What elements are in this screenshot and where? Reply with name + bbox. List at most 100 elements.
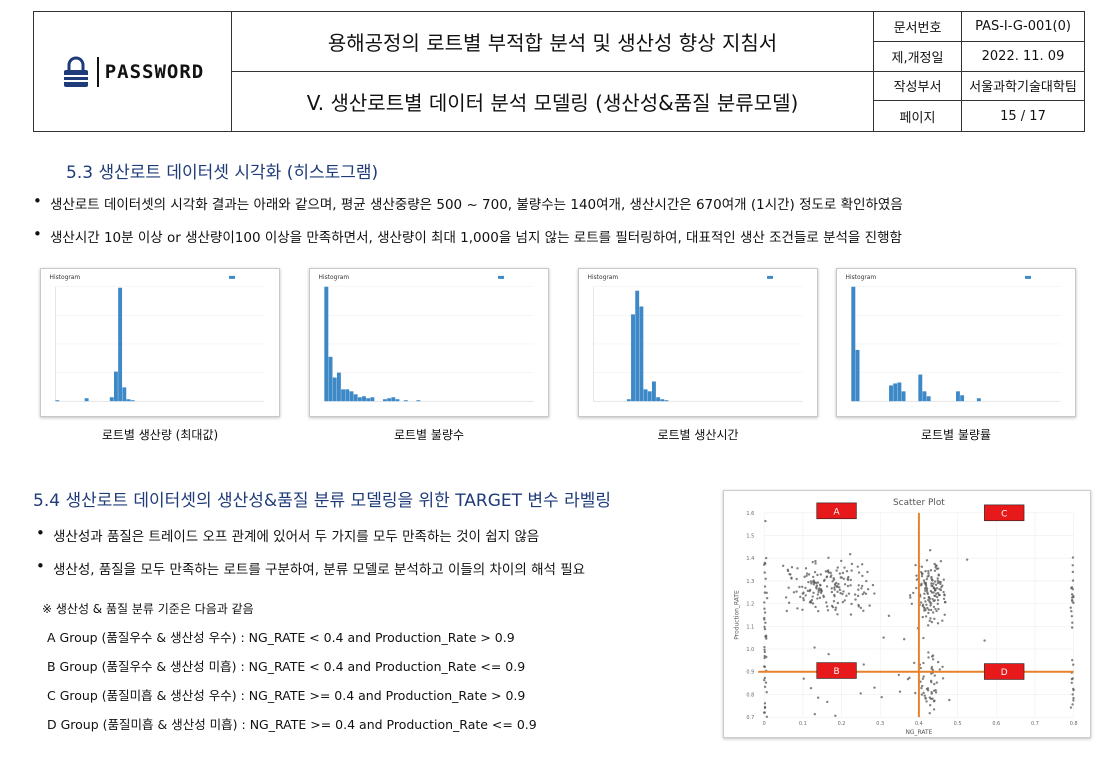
scatter-point xyxy=(834,714,837,717)
y-tick-label: 1.1 xyxy=(746,624,754,630)
scatter-point xyxy=(860,587,863,590)
scatter-point xyxy=(763,607,766,610)
scatter-point xyxy=(790,566,794,569)
x-tick-label: 0.3 xyxy=(876,721,884,727)
histogram-bar xyxy=(113,371,118,402)
scatter-point xyxy=(843,583,847,586)
histogram-bar xyxy=(341,389,346,402)
scatter-point xyxy=(928,549,932,552)
histogram-bar xyxy=(122,387,127,402)
histogram-bar xyxy=(626,399,631,402)
scatter-point xyxy=(934,607,937,611)
scatter-point xyxy=(814,562,817,565)
scatter-point xyxy=(763,678,766,682)
scatter-point xyxy=(919,666,923,670)
quadrant-label: B xyxy=(834,667,840,677)
scatter-point xyxy=(936,579,940,582)
scatter-point xyxy=(936,602,939,606)
histogram-bar xyxy=(353,394,358,402)
scatter-point xyxy=(801,592,804,595)
scatter-point xyxy=(920,686,923,690)
scatter-point xyxy=(845,569,849,573)
scatter-point xyxy=(934,583,938,587)
legend-swatch xyxy=(767,275,773,279)
scatter-point xyxy=(763,665,767,669)
scatter-point xyxy=(826,700,829,704)
y-tick-label: 0.7 xyxy=(746,715,754,721)
scatter-point xyxy=(924,608,927,612)
scatter-point xyxy=(857,588,860,591)
scatter-point xyxy=(813,570,817,574)
scatter-point xyxy=(922,636,925,640)
scatter-point xyxy=(763,676,767,680)
scatter-point xyxy=(933,699,936,702)
scatter-point xyxy=(934,689,937,692)
histogram-title: Histogram xyxy=(50,275,81,281)
scatter-point xyxy=(1071,564,1074,567)
scatter-point xyxy=(802,597,805,600)
scatter-point xyxy=(811,595,814,598)
scatter-point xyxy=(933,682,936,686)
scatter-point xyxy=(920,572,924,576)
scatter-point xyxy=(849,578,852,582)
scatter-point xyxy=(921,684,924,688)
scatter-point xyxy=(825,601,828,604)
scatter-point xyxy=(930,575,933,579)
scatter-point xyxy=(930,655,934,658)
scatter-point xyxy=(762,563,766,566)
scatter-point xyxy=(937,567,940,570)
scatter-point xyxy=(912,591,915,595)
scatter-point xyxy=(935,681,939,684)
histogram-bar xyxy=(403,400,408,402)
histogram-bar xyxy=(897,382,902,402)
scatter-point xyxy=(799,595,802,599)
bullet-item: 생산로트 데이터셋의 시각화 결과는 아래와 같으며, 평균 생산중량은 500… xyxy=(30,192,903,226)
scatter-point xyxy=(919,680,922,683)
scatter-point xyxy=(927,608,931,612)
scatter-point xyxy=(924,600,927,603)
section-heading-5-3: 5.3 생산로트 데이터셋 시각화 (히스토그램) xyxy=(66,163,379,183)
logo-divider xyxy=(96,56,99,87)
scatter-point xyxy=(857,571,861,574)
scatter-point xyxy=(920,583,923,587)
scatter-point xyxy=(929,617,932,620)
x-tick-label: 0.1 xyxy=(799,721,807,727)
scatter-point xyxy=(764,681,768,684)
scatter-point xyxy=(933,562,936,566)
meta-label: 페이지 xyxy=(874,101,962,131)
histogram-production-time: Histogram xyxy=(578,268,818,417)
scatter-point xyxy=(846,577,849,580)
scatter-point xyxy=(862,609,865,612)
scatter-point xyxy=(841,571,845,575)
scatter-point xyxy=(919,601,923,604)
scatter-point xyxy=(816,581,820,584)
scatter-point xyxy=(909,596,912,599)
scatter-point xyxy=(931,597,934,601)
y-tick-label: 1.2 xyxy=(746,602,754,608)
scatter-point xyxy=(931,697,934,700)
scatter-point xyxy=(822,579,826,583)
scatter-point xyxy=(1070,681,1073,684)
scatter-point xyxy=(915,586,918,590)
histogram-bar xyxy=(639,306,644,402)
scatter-point xyxy=(827,556,830,559)
scatter-point xyxy=(927,572,930,575)
histogram-bar xyxy=(976,398,981,402)
y-tick-label: 1.0 xyxy=(746,647,754,653)
scatter-point xyxy=(785,609,788,613)
scatter-point xyxy=(786,568,789,571)
company-logo: PASSWORD xyxy=(34,12,232,131)
scatter-point xyxy=(763,611,767,614)
histogram-title: Histogram xyxy=(319,275,350,281)
scatter-point xyxy=(1070,586,1074,589)
scatter-point xyxy=(943,593,946,596)
histogram-bar xyxy=(651,381,656,402)
scatter-point xyxy=(765,596,769,600)
histogram-bar xyxy=(631,314,635,402)
scatter-point xyxy=(841,600,845,604)
meta-value: 2022. 11. 09 xyxy=(962,42,1084,72)
scatter-point xyxy=(943,613,946,616)
histogram-caption: 로트별 불량률 xyxy=(920,428,992,442)
scatter-point xyxy=(833,588,836,591)
histogram-production: Histogram xyxy=(40,268,280,417)
